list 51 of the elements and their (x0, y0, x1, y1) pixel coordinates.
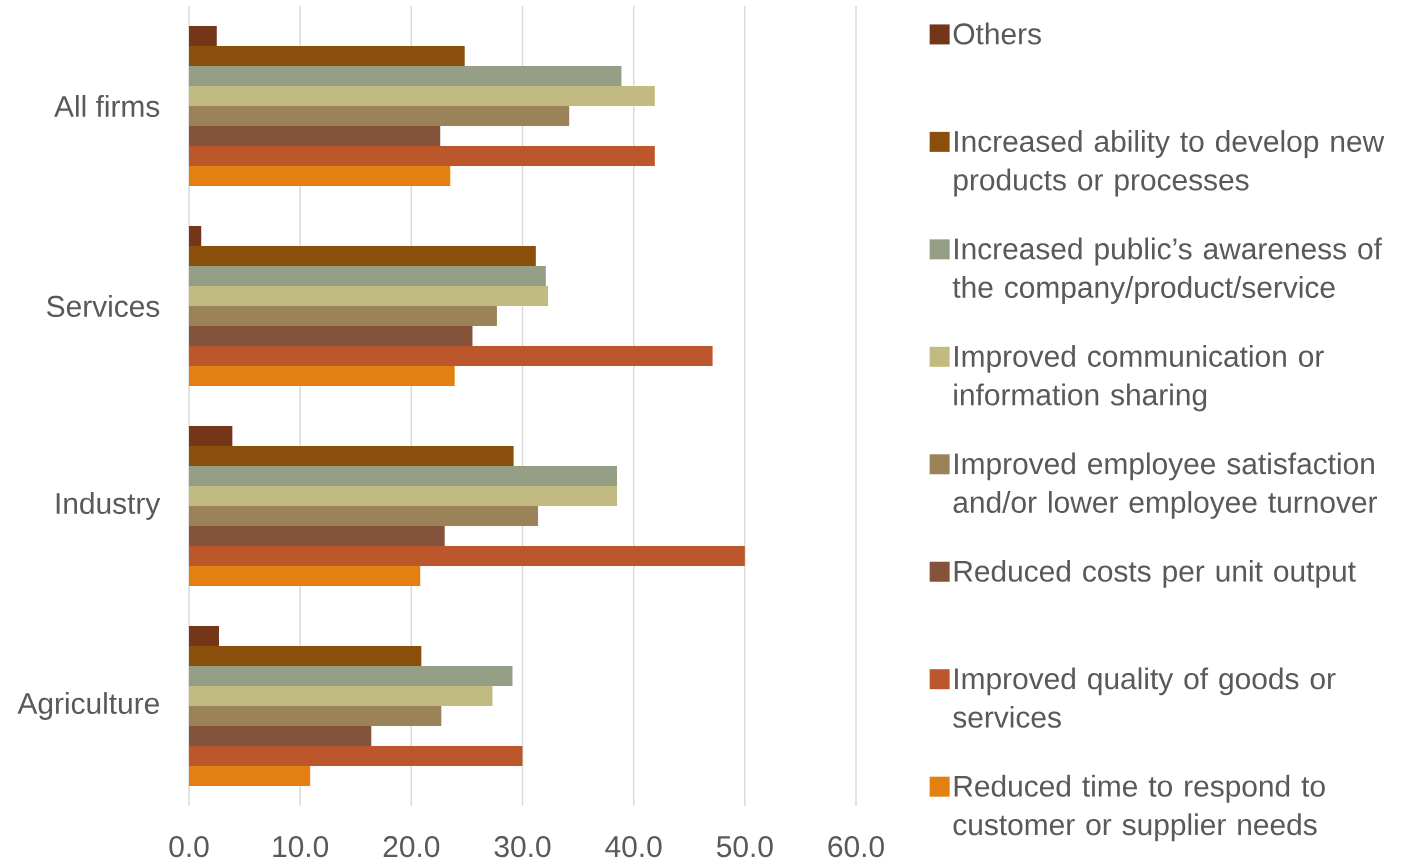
x-tick-label: 60.0 (828, 836, 884, 858)
bar (189, 646, 422, 667)
bar (189, 706, 442, 727)
bar (189, 526, 445, 547)
bar (189, 686, 493, 707)
x-tick-label: 10.0 (273, 836, 329, 858)
bar (189, 266, 546, 287)
bar (189, 226, 202, 247)
bar (189, 86, 655, 107)
bar (189, 146, 655, 167)
bar (189, 246, 536, 267)
x-tick-label: 50.0 (716, 836, 773, 858)
bar (189, 366, 455, 387)
y-tick-label: Agriculture (17, 692, 159, 720)
bar (189, 506, 539, 527)
bar (189, 426, 233, 447)
bar (189, 286, 549, 307)
y-tick-label: Industry (56, 492, 161, 520)
bar (189, 486, 617, 507)
bar (189, 306, 497, 327)
bar (189, 346, 713, 367)
x-tick-label: 40.0 (605, 836, 662, 858)
bar (189, 666, 513, 687)
legend-label: Reduced costs per unit output (954, 559, 1356, 588)
bar (189, 166, 451, 187)
legend-label: Others (953, 22, 1041, 45)
legend-label: Improved employee satisfaction and/or lower employee turnover (953, 452, 1377, 519)
y-tick-label: All firms (54, 95, 160, 117)
x-tick-label: 20.0 (383, 836, 440, 858)
y-tick-label: Services (47, 295, 160, 317)
bar (189, 726, 372, 747)
legend-label: Increased ability to develop new products or processes (954, 130, 1385, 197)
x-tick-label: 30.0 (494, 836, 551, 858)
bar (189, 326, 473, 347)
bar (189, 466, 617, 487)
bar (189, 66, 622, 87)
bar (189, 546, 745, 567)
bar (189, 26, 217, 47)
bar (189, 566, 421, 587)
x-tick-label: 0.0 (169, 836, 209, 858)
legend-label: Improved quality of goods or services (953, 667, 1336, 728)
bar (189, 126, 441, 147)
legend-label: Improved communication or information sharing (954, 344, 1324, 412)
bar (189, 746, 523, 767)
bar (189, 766, 311, 787)
bar (189, 46, 465, 67)
bar (189, 106, 570, 127)
bar (189, 626, 220, 647)
legend-label: Increased public’s awareness of the company/product/service (952, 237, 1382, 304)
legend-label: Reduced time to respond to customer or supplier needs (953, 774, 1325, 842)
bar (189, 446, 514, 467)
